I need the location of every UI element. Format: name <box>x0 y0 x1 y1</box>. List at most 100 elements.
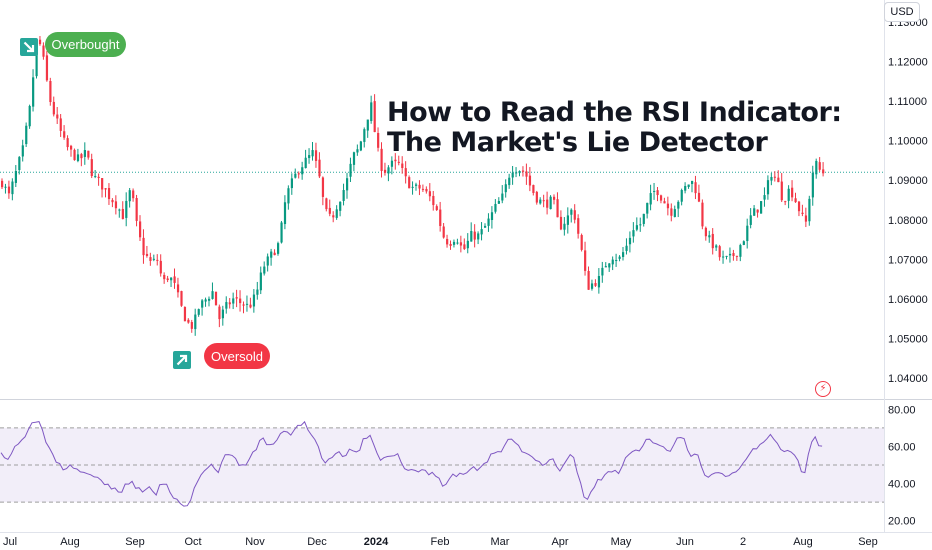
arrow-up-right-glyph <box>176 354 188 366</box>
overbought-label: Overbought <box>52 37 120 52</box>
candle-body <box>659 195 663 201</box>
candle-body <box>142 237 145 256</box>
candle-body <box>528 175 532 186</box>
candle-body <box>732 253 735 257</box>
candle-body <box>463 244 466 249</box>
candle-body <box>497 200 500 204</box>
candle-body <box>297 173 300 175</box>
candle-body <box>622 252 625 257</box>
candle-body <box>270 251 273 258</box>
candle-body <box>204 299 207 302</box>
candle-body <box>283 202 287 225</box>
candle-body <box>70 145 73 150</box>
candle-body <box>159 260 162 274</box>
time-tick-label: Dec <box>307 536 327 548</box>
candle-body <box>642 213 645 224</box>
price-tick-label: 1.10000 <box>888 136 928 148</box>
time-tick-label: Aug <box>60 536 80 548</box>
rsi-tick-label: 40.00 <box>888 479 916 491</box>
overbought-annotation[interactable]: Overbought <box>20 32 126 57</box>
candle-body <box>504 184 507 193</box>
candle-body <box>211 291 214 299</box>
candle-body <box>611 259 614 265</box>
grid <box>0 0 932 533</box>
time-tick-label: Sep <box>125 536 145 548</box>
candle-body <box>63 131 66 138</box>
price-tick-label: 1.06000 <box>888 294 928 306</box>
price-tick-label: 1.05000 <box>888 334 928 346</box>
candle-body <box>277 243 280 254</box>
candle-body <box>339 201 342 211</box>
candle-body <box>452 241 456 245</box>
currency-selector[interactable]: USD <box>884 2 920 22</box>
price-tick-label: 1.08000 <box>888 215 928 227</box>
candle-body <box>356 149 359 153</box>
candle-body <box>663 201 666 204</box>
candle-body <box>594 283 597 286</box>
candle-body <box>180 291 183 306</box>
candle-body <box>470 231 473 242</box>
oversold-annotation[interactable]: Oversold <box>173 343 270 369</box>
candle-body <box>163 274 166 280</box>
candle-body <box>725 255 728 257</box>
candle-body <box>628 237 632 245</box>
candle-body <box>252 294 256 307</box>
candle-body <box>766 180 770 195</box>
candle-body <box>263 266 266 274</box>
time-tick-label: Jun <box>676 536 694 548</box>
candle-body <box>56 114 59 119</box>
overbought-badge <box>45 32 126 57</box>
candle-body <box>570 209 573 215</box>
candle-body <box>101 178 104 190</box>
candle-body <box>546 199 549 208</box>
title-line-2: The Market's Lie Detector <box>387 127 769 158</box>
rsi-tick-label: 20.00 <box>888 516 916 528</box>
candle-body <box>787 188 790 201</box>
candle-body <box>38 39 42 45</box>
candle-body <box>73 149 76 161</box>
candle-body <box>308 155 311 159</box>
candle-body <box>673 209 676 218</box>
candle-body <box>780 181 783 201</box>
candle-body <box>21 145 24 157</box>
candle-body <box>166 278 169 281</box>
candle-body <box>32 77 35 107</box>
candle-body <box>266 256 269 266</box>
candle-body <box>722 256 725 258</box>
candle-body <box>415 184 418 186</box>
candle-body <box>646 202 649 214</box>
candle-body <box>418 184 421 189</box>
candle-body <box>28 105 31 127</box>
candle-body <box>290 178 293 189</box>
candle-body <box>387 167 390 174</box>
candle-body <box>704 227 707 237</box>
price-tick-label: 1.11000 <box>888 96 927 108</box>
time-tick-label: 2024 <box>364 536 389 548</box>
candle-body <box>80 154 83 159</box>
candle-body <box>653 190 656 192</box>
price-tick-label: 1.12000 <box>888 56 928 68</box>
lightning-logo-icon[interactable]: ⚡ <box>815 381 831 397</box>
candle-body <box>739 245 742 257</box>
candle-body <box>87 150 90 158</box>
candle-body <box>111 199 114 203</box>
candle-body <box>311 150 314 157</box>
candle-body <box>439 209 442 227</box>
candle-body <box>287 188 290 204</box>
candle-body <box>770 177 773 181</box>
candle-body <box>618 256 621 259</box>
candle-body <box>456 242 459 244</box>
candle-body <box>808 198 811 222</box>
candle-body <box>777 177 780 183</box>
candle-body <box>373 101 376 133</box>
candle-body <box>173 276 176 283</box>
candle-body <box>784 201 787 203</box>
time-tick-label: Nov <box>245 536 265 548</box>
candle-body <box>473 231 476 240</box>
candle-body <box>804 215 808 222</box>
candle-body <box>346 178 349 191</box>
candle-body <box>584 250 587 271</box>
candle-body <box>201 300 204 308</box>
candle-body <box>335 209 338 218</box>
